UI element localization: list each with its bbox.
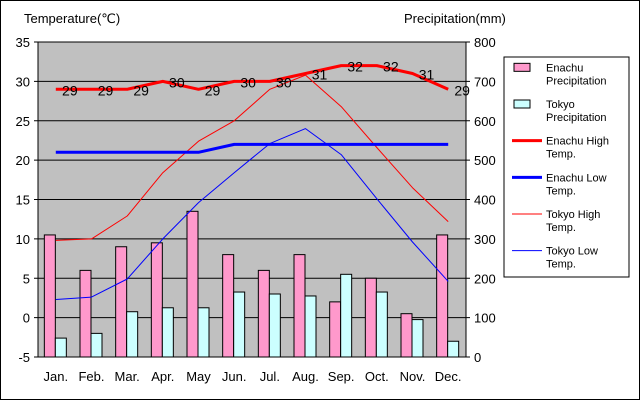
y-right-tick-label: 800	[474, 35, 496, 50]
legend-label: Temp.	[546, 222, 576, 234]
y-right-tick-label: 700	[474, 74, 496, 89]
legend-label: Temp.	[546, 149, 576, 161]
x-tick-label: Oct.	[365, 369, 389, 384]
legend-label: Temp.	[546, 259, 576, 271]
y-left-tick-label: 10	[16, 232, 30, 247]
x-tick-label: Jan.	[44, 369, 69, 384]
bar-tokyo-precipitation	[340, 273, 353, 358]
bar-enachu-precipitation	[436, 234, 449, 358]
bar-tokyo-precipitation	[304, 295, 317, 358]
bar-tokyo-precipitation	[161, 307, 174, 358]
y-right-tick-label: 0	[474, 350, 481, 365]
y-left-tick-label: 30	[16, 74, 30, 89]
x-tick-label: Feb.	[78, 369, 104, 384]
y-left-tick-label: 35	[16, 35, 30, 50]
bar-tokyo-precipitation	[90, 332, 103, 358]
bar-enachu-precipitation	[222, 254, 235, 358]
data-label: 30	[240, 74, 256, 90]
legend-label: Enachu High	[546, 136, 609, 148]
bar-enachu-precipitation	[150, 242, 163, 358]
x-tick-label: Jul.	[260, 369, 280, 384]
bar-enachu-precipitation	[329, 301, 342, 358]
data-label: 32	[347, 59, 363, 75]
x-tick-label: Aug.	[292, 369, 319, 384]
bar-enachu-precipitation	[257, 269, 270, 358]
x-tick-label: Nov.	[400, 369, 426, 384]
bar-enachu-precipitation	[293, 254, 306, 358]
bar-enachu-precipitation	[186, 210, 199, 358]
y-axis-right-title: Precipitation(mm)	[404, 11, 506, 26]
x-tick-label: Mar.	[115, 369, 140, 384]
legend-label: Enachu Low	[546, 172, 607, 184]
y-left-tick-label: 0	[23, 311, 30, 326]
bar-enachu-precipitation	[400, 313, 413, 358]
legend-label: Tokyo High	[546, 209, 600, 221]
x-tick-label: Sep.	[328, 369, 355, 384]
data-label: 29	[98, 82, 114, 98]
y-right-tick-label: 100	[474, 311, 496, 326]
x-tick-label: Jun.	[222, 369, 247, 384]
y-right-tick-label: 600	[474, 114, 496, 129]
line-tokyo-high-temp-	[55, 74, 449, 241]
legend-box	[503, 56, 630, 278]
data-label: 32	[383, 59, 399, 75]
data-label: 30	[276, 74, 292, 90]
legend-swatch-enachu-precipitation	[513, 62, 531, 72]
y-left-tick-label: -5	[18, 350, 30, 365]
x-tick-label: May	[186, 369, 211, 384]
line-tokyo-low-temp-	[55, 128, 449, 300]
line-enachu-low-temp-	[55, 142, 449, 154]
bar-tokyo-precipitation	[411, 319, 424, 358]
legend-label: Tokyo Low	[546, 246, 598, 258]
bar-tokyo-precipitation	[233, 291, 246, 358]
bar-tokyo-precipitation	[54, 337, 67, 358]
y-right-tick-label: 300	[474, 232, 496, 247]
legend-swatch-tokyo-precipitation	[513, 99, 531, 109]
data-label: 29	[133, 82, 149, 98]
bar-tokyo-precipitation	[268, 293, 281, 358]
bar-enachu-precipitation	[364, 277, 377, 358]
legend-label: Tokyo	[546, 99, 575, 111]
y-right-tick-label: 500	[474, 153, 496, 168]
data-label: 30	[169, 74, 185, 90]
y-axis-left-title: Temperature(℃)	[24, 11, 120, 26]
y-right-tick-label: 400	[474, 193, 496, 208]
y-left-tick-label: 20	[16, 153, 30, 168]
bar-tokyo-precipitation	[197, 307, 210, 358]
bar-enachu-precipitation	[79, 269, 92, 358]
data-label: 29	[454, 82, 470, 98]
legend-label: Enachu	[546, 62, 583, 74]
y-right-tick-label: 200	[474, 271, 496, 286]
bar-tokyo-precipitation	[447, 340, 460, 358]
data-label: 29	[205, 82, 221, 98]
y-left-tick-label: 5	[23, 271, 30, 286]
bar-tokyo-precipitation	[126, 311, 139, 358]
bar-tokyo-precipitation	[375, 291, 388, 358]
y-left-tick-label: 25	[16, 114, 30, 129]
legend-label: Temp.	[546, 185, 576, 197]
x-tick-label: Apr.	[151, 369, 174, 384]
data-label: 31	[419, 67, 435, 83]
data-label: 29	[62, 82, 78, 98]
x-tick-label: Dec.	[435, 369, 462, 384]
data-label: 31	[312, 67, 328, 83]
y-left-tick-label: 15	[16, 193, 30, 208]
legend-label: Precipitation	[546, 112, 607, 124]
bar-enachu-precipitation	[115, 246, 128, 358]
legend-label: Precipitation	[546, 75, 607, 87]
line-enachu-high-temp-	[55, 64, 449, 91]
bar-enachu-precipitation	[43, 234, 56, 358]
